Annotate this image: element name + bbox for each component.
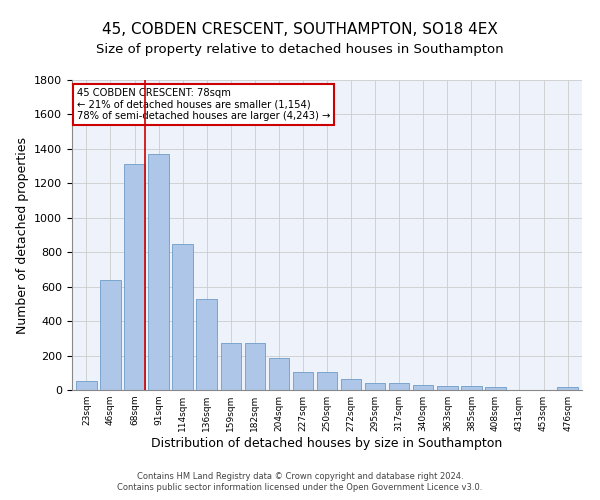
- Bar: [172, 244, 193, 390]
- Bar: [196, 298, 217, 390]
- Bar: [485, 388, 506, 390]
- Bar: [269, 358, 289, 390]
- X-axis label: Distribution of detached houses by size in Southampton: Distribution of detached houses by size …: [151, 437, 503, 450]
- Bar: [100, 280, 121, 390]
- Bar: [317, 372, 337, 390]
- Bar: [245, 342, 265, 390]
- Bar: [341, 380, 361, 390]
- Text: Contains public sector information licensed under the Open Government Licence v3: Contains public sector information licen…: [118, 484, 482, 492]
- Text: Contains HM Land Registry data © Crown copyright and database right 2024.: Contains HM Land Registry data © Crown c…: [137, 472, 463, 481]
- Bar: [365, 383, 385, 390]
- Bar: [124, 164, 145, 390]
- Bar: [148, 154, 169, 390]
- Bar: [293, 372, 313, 390]
- Bar: [557, 388, 578, 390]
- Bar: [389, 383, 409, 390]
- Bar: [76, 382, 97, 390]
- Text: 45, COBDEN CRESCENT, SOUTHAMPTON, SO18 4EX: 45, COBDEN CRESCENT, SOUTHAMPTON, SO18 4…: [102, 22, 498, 38]
- Text: 45 COBDEN CRESCENT: 78sqm
← 21% of detached houses are smaller (1,154)
78% of se: 45 COBDEN CRESCENT: 78sqm ← 21% of detac…: [77, 88, 331, 121]
- Y-axis label: Number of detached properties: Number of detached properties: [16, 136, 29, 334]
- Text: Size of property relative to detached houses in Southampton: Size of property relative to detached ho…: [96, 42, 504, 56]
- Bar: [221, 342, 241, 390]
- Bar: [461, 386, 482, 390]
- Bar: [437, 386, 458, 390]
- Bar: [413, 385, 433, 390]
